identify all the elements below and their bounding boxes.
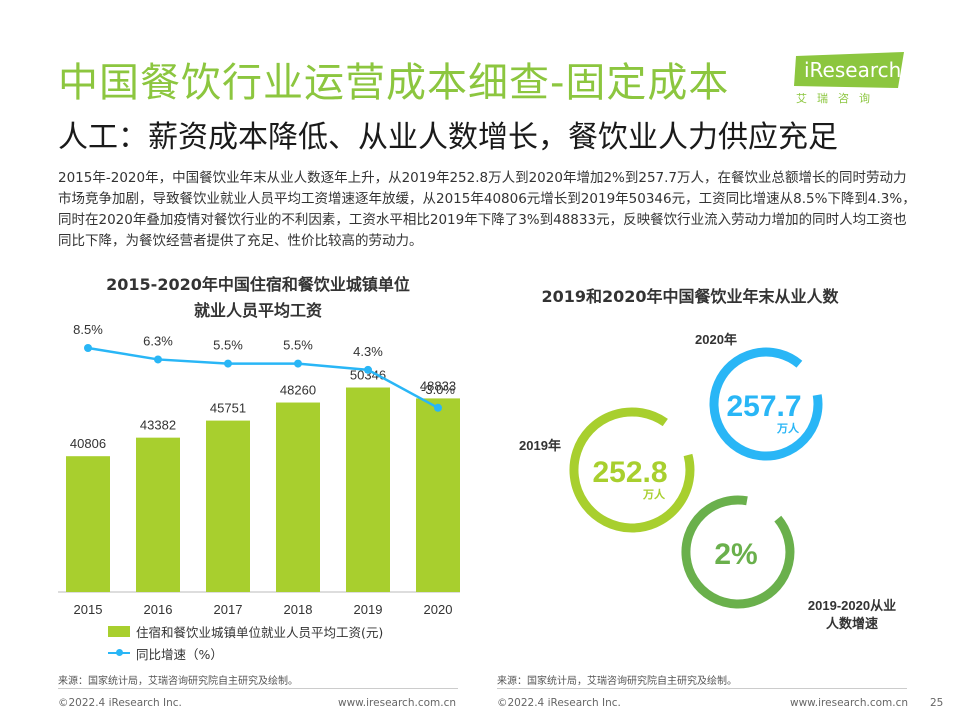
ring-arc-1 bbox=[709, 347, 823, 461]
legend-item-wage: 住宿和餐饮业城镇单位就业人员平均工资(元) bbox=[108, 620, 383, 642]
bar-value-label-2015: 40806 bbox=[70, 436, 106, 451]
growth-line bbox=[87, 346, 439, 409]
growth-label-2017: 5.5% bbox=[213, 338, 243, 353]
page-subtitle: 人工：薪资成本降低、从业人数增长，餐饮业人力供应充足 bbox=[58, 120, 838, 155]
legend-item-growth: 同比增速（%） bbox=[108, 642, 383, 664]
ring-unit-2: 万人 bbox=[642, 487, 666, 501]
growth-point-2017 bbox=[224, 359, 232, 368]
legend-line-label: 同比增速（%） bbox=[136, 646, 223, 662]
logo-text: iResearch bbox=[804, 58, 902, 82]
growth-point-2019 bbox=[364, 365, 372, 374]
employee-ring-chart: 257.7万人2020年252.8万人2019年2%2019-2020从业人数增… bbox=[519, 332, 896, 631]
website-link-right[interactable]: www.iresearch.com.cn bbox=[790, 697, 909, 709]
bar-2015 bbox=[66, 456, 110, 592]
x-tick-label-2020: 2020 bbox=[424, 602, 453, 617]
ring-value-3: 2% bbox=[714, 538, 757, 571]
bar-value-label-2017: 45751 bbox=[210, 401, 246, 416]
ring-unit-1: 万人 bbox=[776, 421, 800, 435]
ring-label-3-line1: 2019-2020从业 bbox=[808, 598, 896, 613]
bar-2016 bbox=[136, 437, 180, 592]
ring-arc-3 bbox=[681, 495, 795, 609]
ring-label-3-line2: 人数增速 bbox=[826, 616, 878, 631]
legend-bar-label: 住宿和餐饮业城镇单位就业人员平均工资(元) bbox=[136, 624, 384, 640]
bar-2018 bbox=[276, 402, 320, 592]
growth-point-2018 bbox=[294, 359, 302, 368]
growth-label-2018: 5.5% bbox=[283, 338, 313, 353]
bar-value-label-2018: 48260 bbox=[280, 383, 316, 398]
x-tick-label-2017: 2017 bbox=[214, 602, 243, 617]
bar-2020 bbox=[416, 398, 460, 592]
ring-value-1: 257.7 bbox=[726, 390, 801, 423]
logo-subtext: 艾瑞咨询 bbox=[796, 92, 880, 105]
website-link-left[interactable]: www.iresearch.com.cn bbox=[338, 697, 457, 709]
left-chart-title: 2015-2020年中国住宿和餐饮业城镇单位 就业人员平均工资 bbox=[58, 272, 458, 324]
bar-value-label-2019: 50346 bbox=[350, 368, 386, 383]
growth-label-2015: 8.5% bbox=[73, 322, 103, 337]
copyright-right: ©2022.4 iResearch Inc. bbox=[497, 697, 621, 709]
bar-2017 bbox=[206, 420, 250, 592]
ring-label-2: 2019年 bbox=[519, 438, 561, 453]
footer-divider-right bbox=[497, 688, 907, 689]
bar-value-label-2016: 43382 bbox=[140, 418, 176, 433]
ring-label-1: 2020年 bbox=[695, 332, 737, 347]
copyright-left: ©2022.4 iResearch Inc. bbox=[58, 697, 182, 709]
growth-label-2016: 6.3% bbox=[143, 333, 173, 348]
footer-divider-left bbox=[58, 688, 458, 689]
bar-value-label-2020: 48833 bbox=[420, 378, 456, 393]
legend-bar-swatch bbox=[108, 625, 130, 637]
left-chart-title-line2: 就业人员平均工资 bbox=[193, 301, 322, 320]
growth-point-2016 bbox=[154, 355, 162, 364]
chart-legend: 住宿和餐饮业城镇单位就业人员平均工资(元) 同比增速（%） bbox=[108, 620, 383, 664]
ring-value-2: 252.8 bbox=[592, 456, 667, 489]
growth-point-2015 bbox=[84, 344, 92, 352]
right-chart-title: 2019和2020年中国餐饮业年末从业人数 bbox=[541, 287, 839, 306]
legend-line-swatch bbox=[108, 649, 130, 656]
growth-label-2019: 4.3% bbox=[353, 344, 383, 359]
growth-label-2020: -3.0% bbox=[421, 382, 455, 397]
left-chart-title-line1: 2015-2020年中国住宿和餐饮业城镇单位 bbox=[106, 275, 410, 294]
logo-shape bbox=[794, 52, 904, 88]
source-note-right: 来源：国家统计局，艾瑞咨询研究院自主研究及绘制。 bbox=[497, 676, 737, 687]
bar-2019 bbox=[346, 387, 390, 592]
x-tick-label-2016: 2016 bbox=[144, 602, 173, 617]
page-title: 中国餐饮行业运营成本细查-固定成本 bbox=[58, 60, 730, 106]
description-text: 2015年-2020年，中国餐饮业年末从业人数逐年上升，从2019年252.8万… bbox=[58, 170, 916, 249]
iresearch-logo: iResearch 艾瑞咨询 bbox=[790, 50, 910, 110]
x-tick-label-2019: 2019 bbox=[354, 602, 383, 617]
x-tick-label-2015: 2015 bbox=[74, 602, 103, 617]
page-number: 25 bbox=[930, 697, 944, 709]
x-tick-label-2018: 2018 bbox=[284, 602, 313, 617]
ring-arc-2 bbox=[569, 407, 695, 533]
wage-combo-chart: 40806 2015 43382 2016 45751 2017 48260 2018 5034… bbox=[58, 322, 460, 617]
growth-point-2020 bbox=[434, 403, 442, 412]
source-note-left: 来源：国家统计局，艾瑞咨询研究院自主研究及绘制。 bbox=[58, 676, 298, 687]
